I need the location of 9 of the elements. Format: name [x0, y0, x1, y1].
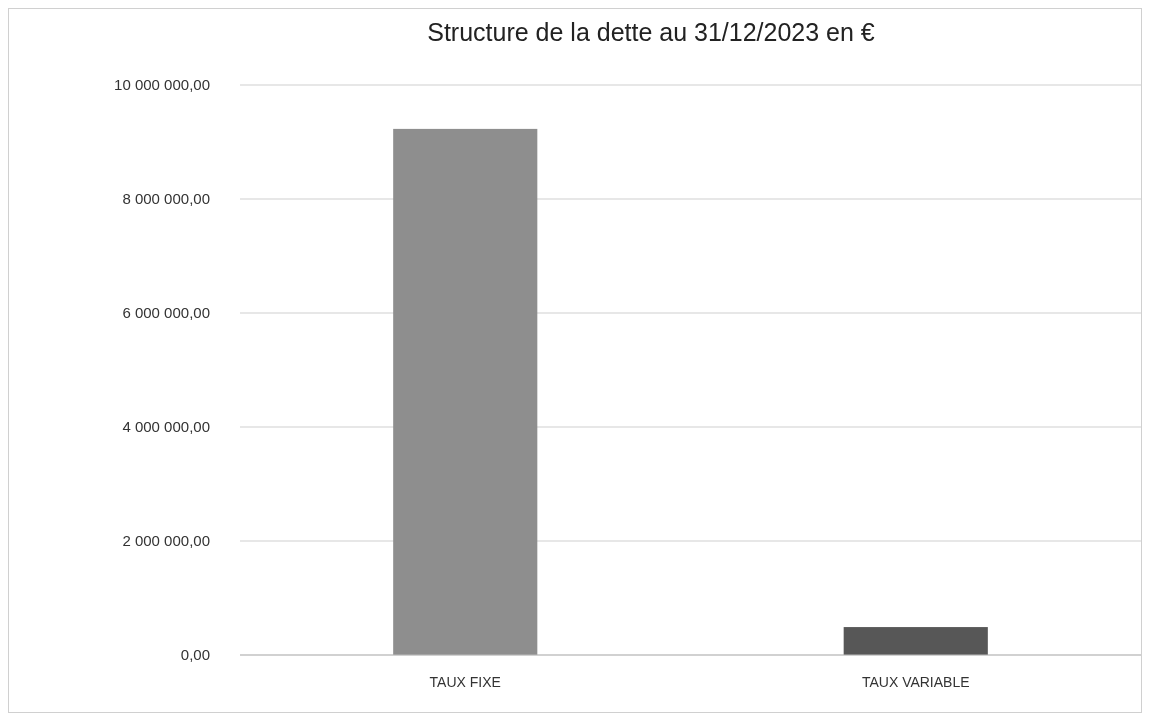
x-tick-label: TAUX VARIABLE [861, 674, 970, 690]
y-tick-label: 8 000 000,00 [122, 190, 210, 208]
x-tick-label: TAUX FIXE [429, 674, 501, 690]
chart-title: Structure de la dette au 31/12/2023 en € [427, 18, 875, 46]
y-tick-label: 0,00 [180, 646, 210, 664]
y-tick-label: 2 000 000,00 [122, 532, 210, 550]
y-tick-label: 4 000 000,00 [122, 418, 210, 436]
y-tick-label: 6 000 000,00 [122, 304, 210, 322]
y-tick-label: 10 000 000,00 [114, 76, 210, 94]
